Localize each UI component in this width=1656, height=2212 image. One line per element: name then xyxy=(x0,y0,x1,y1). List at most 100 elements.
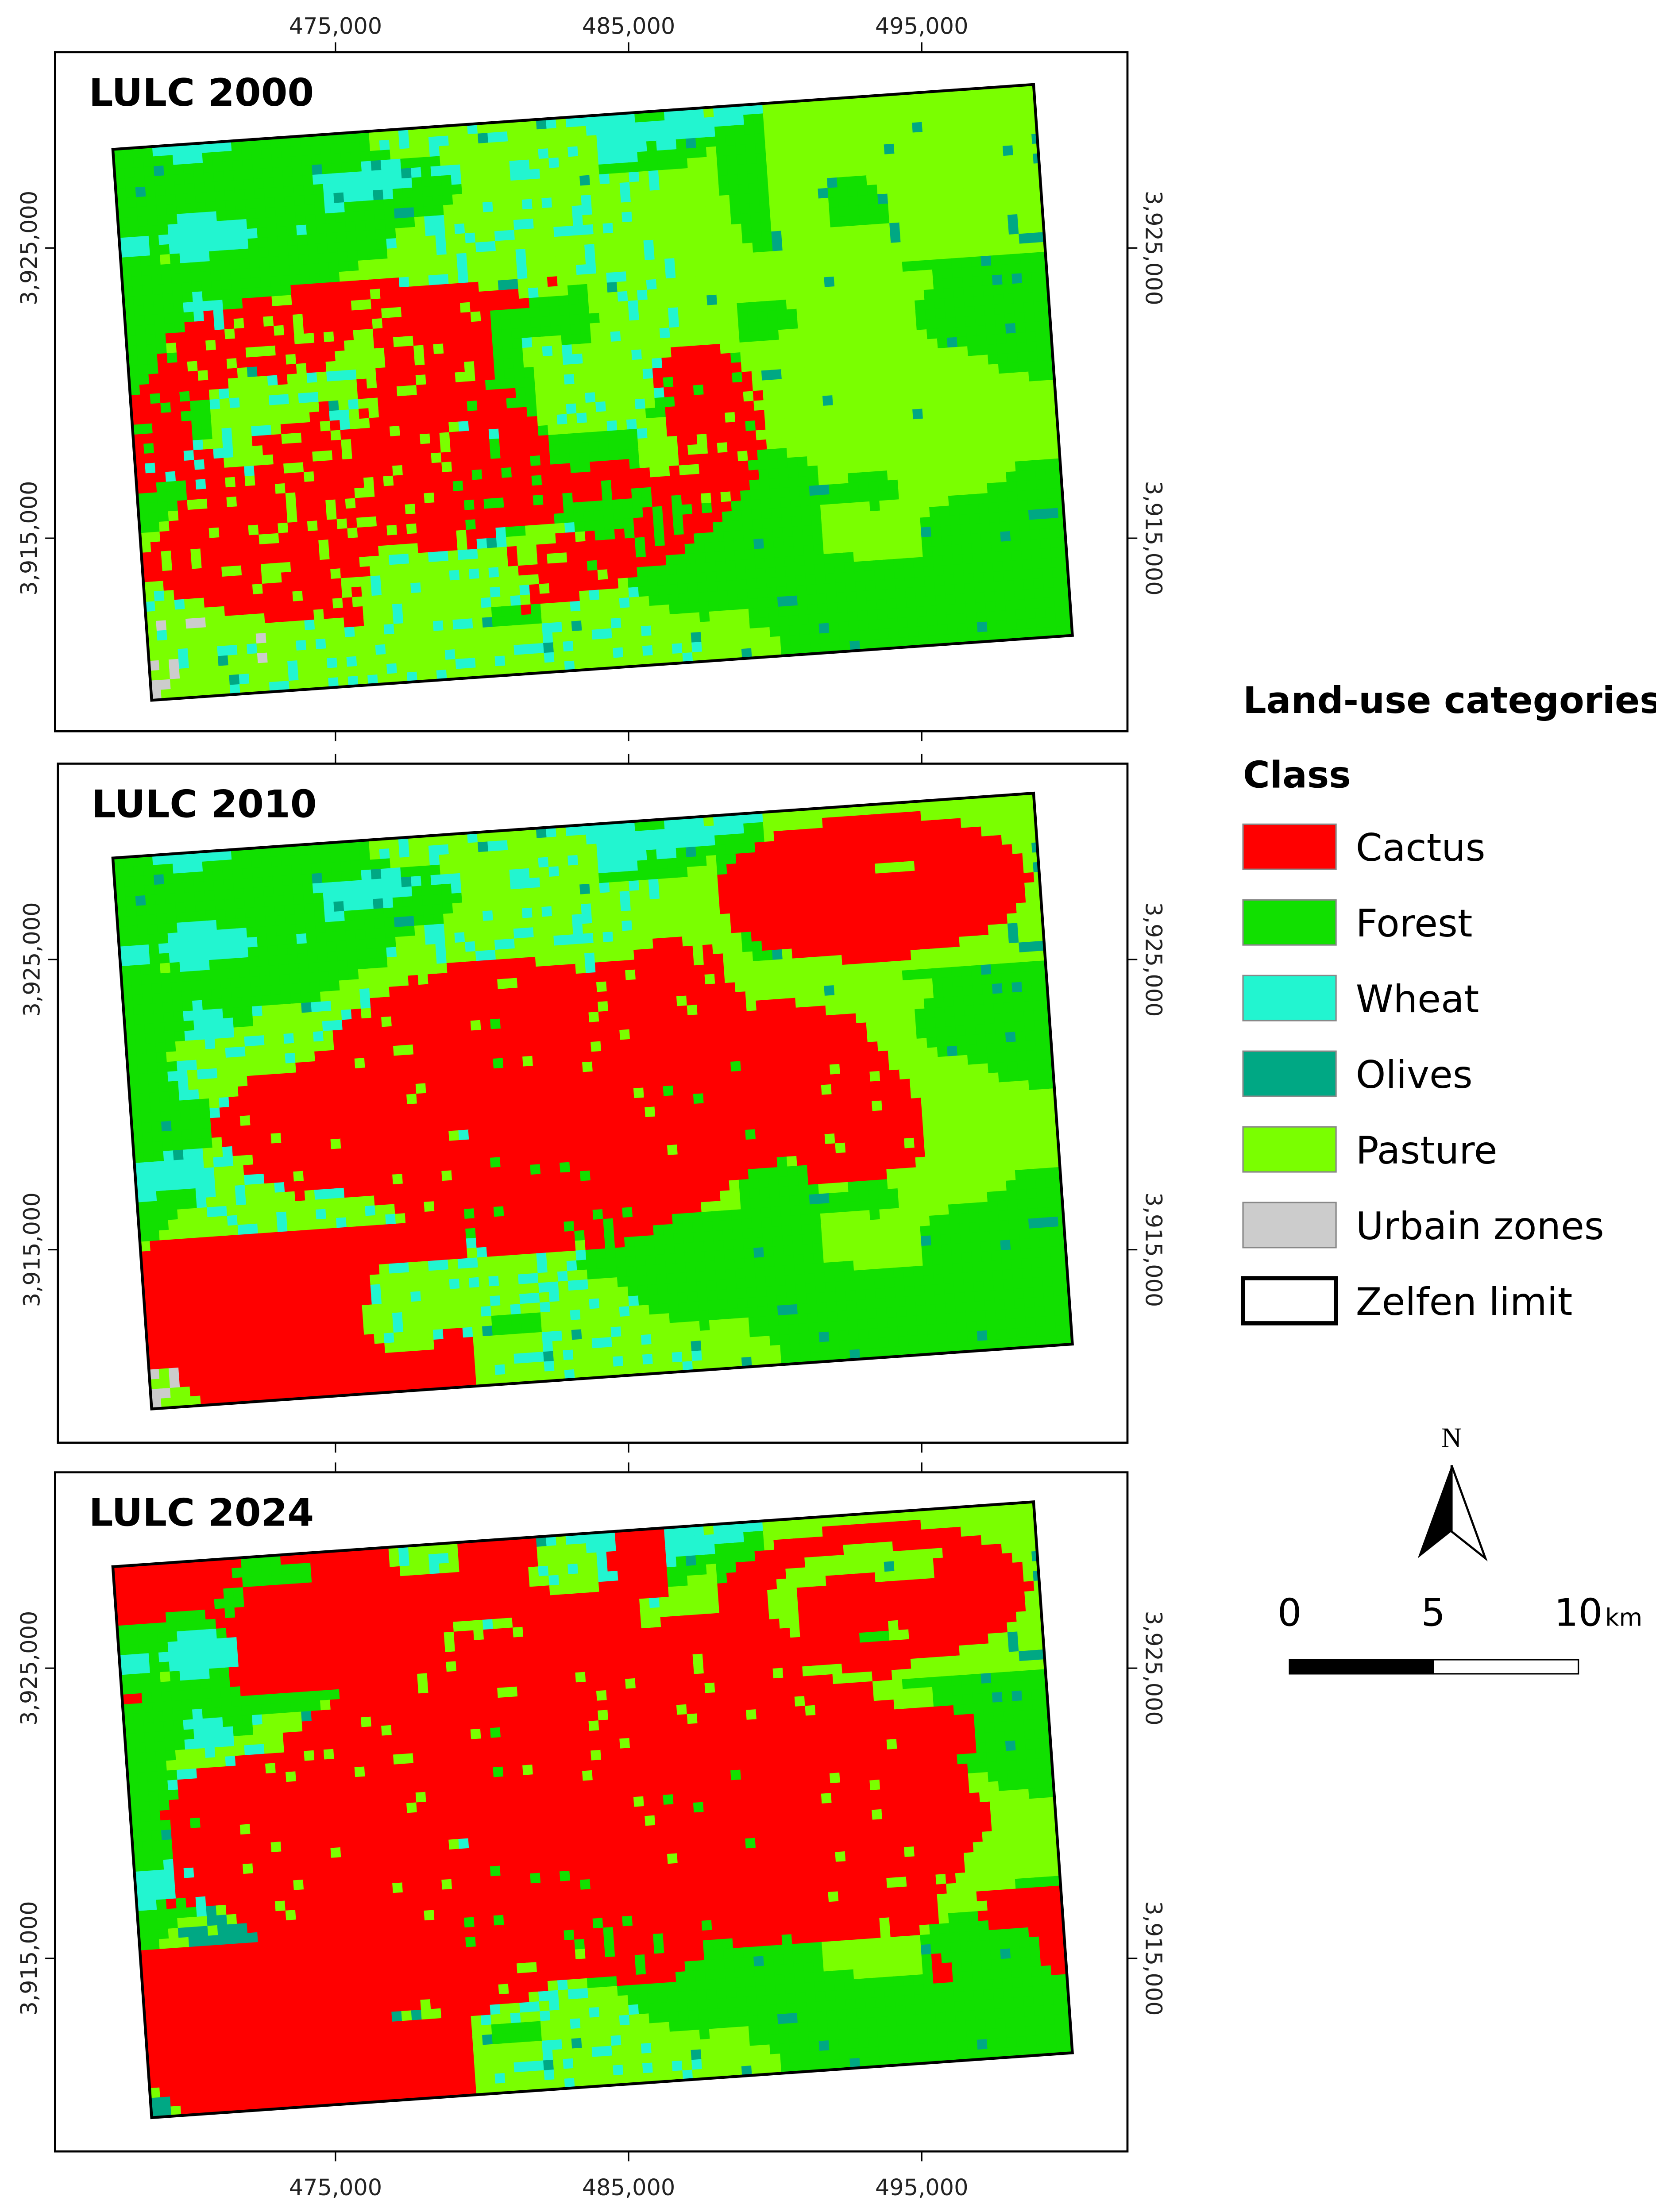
legend-label: Zelfen limit xyxy=(1356,1280,1573,1324)
land-cell xyxy=(941,387,952,398)
land-cell xyxy=(161,551,172,562)
land-cell xyxy=(307,372,318,383)
land-cell xyxy=(999,235,1010,246)
land-cell xyxy=(468,420,479,431)
land-cell xyxy=(358,537,369,548)
land-cell xyxy=(325,489,336,501)
land-cell xyxy=(544,514,555,525)
land-cell xyxy=(753,252,764,263)
land-cell xyxy=(429,423,440,434)
land-cell xyxy=(739,480,750,491)
land-cell xyxy=(826,168,837,179)
land-cell xyxy=(359,408,370,419)
land-cell xyxy=(643,516,654,528)
land-cell xyxy=(453,481,464,492)
land-cell xyxy=(727,580,738,591)
land-cell xyxy=(658,585,669,596)
land-cell xyxy=(727,442,738,453)
land-cell xyxy=(174,451,185,462)
land-cell xyxy=(815,297,826,308)
land-cell xyxy=(237,229,248,240)
land-cell xyxy=(368,546,379,557)
land-cell xyxy=(332,588,343,599)
land-cell xyxy=(285,344,296,355)
land-cell xyxy=(655,545,666,556)
land-cell xyxy=(409,276,420,287)
land-cell xyxy=(839,355,850,366)
land-cell xyxy=(329,549,340,560)
land-cell xyxy=(595,392,606,403)
land-cell xyxy=(550,316,561,327)
land-cell xyxy=(996,482,1007,493)
land-cell xyxy=(604,381,615,392)
land-cell xyxy=(306,224,317,235)
land-cell xyxy=(607,143,618,154)
land-cell xyxy=(730,343,741,354)
land-cell xyxy=(671,485,682,496)
land-cell xyxy=(882,401,893,412)
land-cell xyxy=(901,251,912,262)
land-cell xyxy=(991,255,1002,266)
land-cell xyxy=(329,410,340,421)
land-cell xyxy=(670,613,681,624)
land-cell xyxy=(689,464,700,475)
land-cell xyxy=(893,272,904,283)
land-cell xyxy=(865,303,876,314)
land-cell xyxy=(506,250,517,261)
land-cell xyxy=(193,311,205,322)
land-cell xyxy=(1033,440,1044,451)
land-cell xyxy=(783,536,794,547)
land-cell xyxy=(982,137,993,148)
land-cell xyxy=(957,346,969,357)
land-cell xyxy=(969,365,980,376)
land-cell xyxy=(226,497,237,508)
land-cell xyxy=(308,392,319,403)
land-cell xyxy=(784,408,795,419)
land-cell xyxy=(558,157,569,168)
land-cell xyxy=(524,367,535,378)
land-cell xyxy=(928,497,939,508)
land-cell xyxy=(614,528,625,540)
land-cell xyxy=(789,348,800,359)
land-cell xyxy=(773,399,784,410)
land-cell xyxy=(853,265,864,276)
land-cell xyxy=(768,181,779,193)
land-cell xyxy=(424,631,435,642)
land-cell xyxy=(333,331,344,342)
land-cell xyxy=(979,513,990,524)
land-cell xyxy=(757,162,768,173)
land-cell xyxy=(400,148,411,159)
land-cell xyxy=(703,384,714,395)
land-cell xyxy=(651,210,662,221)
land-cell xyxy=(888,480,899,491)
land-cell xyxy=(645,269,656,280)
land-cell xyxy=(252,445,263,456)
land-cell xyxy=(1007,353,1019,364)
land-cell xyxy=(544,366,555,377)
land-cell xyxy=(228,239,239,250)
land-cell xyxy=(679,474,691,486)
land-cell xyxy=(362,457,373,468)
land-cell xyxy=(732,510,743,521)
land-cell xyxy=(212,162,224,173)
land-cell xyxy=(497,408,508,419)
land-cell xyxy=(278,384,289,395)
land-cell xyxy=(790,497,801,508)
land-cell xyxy=(700,483,711,494)
land-cell xyxy=(1028,371,1039,382)
land-cell xyxy=(645,259,656,270)
land-cell xyxy=(800,357,811,368)
land-cell xyxy=(526,535,537,546)
land-cell xyxy=(623,231,634,243)
land-cell xyxy=(984,591,996,602)
land-cell xyxy=(205,330,216,341)
land-cell xyxy=(216,359,228,370)
land-cell xyxy=(931,259,942,270)
land-cell xyxy=(603,371,614,382)
land-cell xyxy=(727,165,738,176)
land-cell xyxy=(313,470,324,482)
land-cell xyxy=(554,513,565,524)
land-cell xyxy=(961,534,972,545)
land-cell xyxy=(880,233,891,244)
land-cell xyxy=(821,514,832,525)
